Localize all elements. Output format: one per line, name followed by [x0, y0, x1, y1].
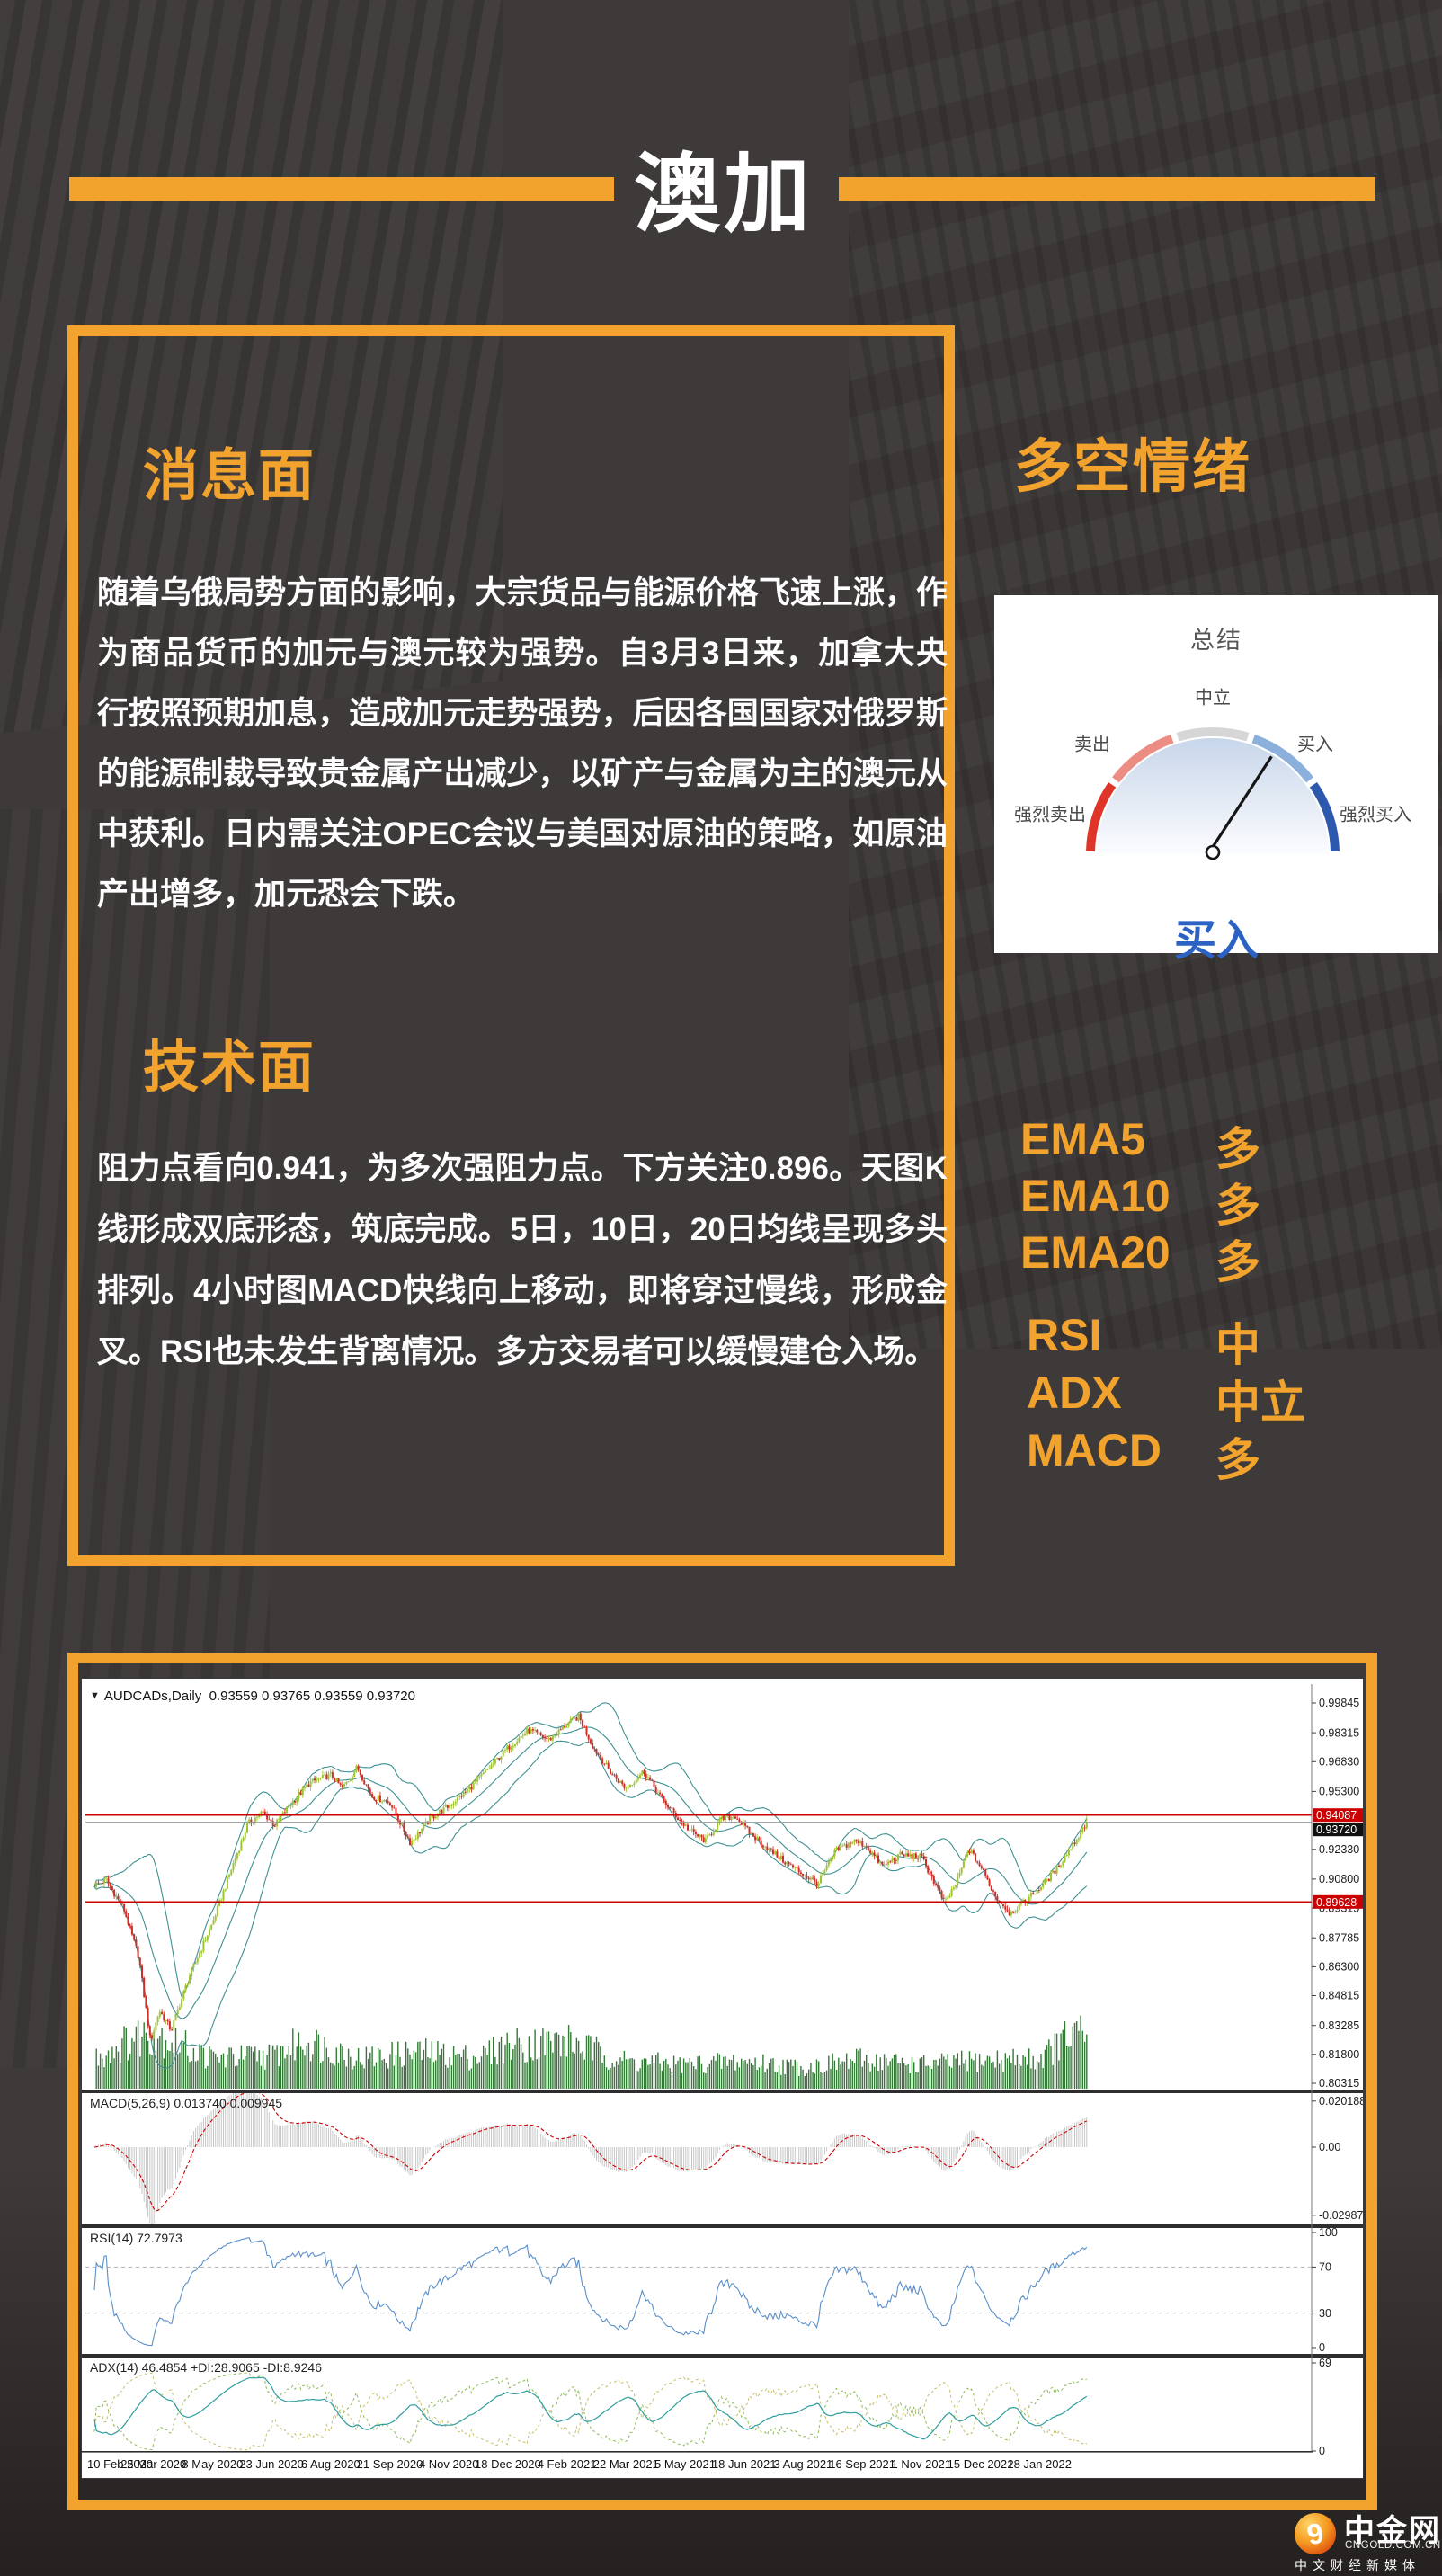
date-label: 21 Sep 2020: [357, 2457, 423, 2471]
date-label: 6 Aug 2020: [301, 2457, 360, 2471]
adx-pane-label: ADX(14) 46.4854 +DI:28.9065 -DI:8.9246: [90, 2360, 323, 2375]
title-rule-left: [69, 177, 614, 201]
logo-domain: CNGOLD.COM.CN: [1345, 2540, 1441, 2551]
svg-text:0.93720: 0.93720: [1316, 1823, 1357, 1836]
macd-pane-label: MACD(5,26,9) 0.013740 0.009945: [90, 2096, 283, 2110]
site-logo: 9 中金网 CNGOLD.COM.CN 中文财经新媒体: [1293, 2509, 1442, 2574]
indicator-value-ema5: 多: [1215, 1124, 1260, 1174]
sentiment-heading: 多空情绪: [1014, 434, 1251, 499]
date-label: 28 Jan 2022: [1007, 2457, 1072, 2471]
gauge-label-sell: 卖出: [1074, 735, 1110, 755]
date-label: 4 Feb 2021: [538, 2457, 597, 2471]
symbol-dropdown-icon: ▼: [90, 1690, 100, 1701]
price-tick: 0.99845: [1319, 1697, 1359, 1709]
date-label: 8 May 2020: [182, 2457, 243, 2471]
indicator-name-ema10: EMA10: [1020, 1171, 1171, 1221]
price-tick: 0.90800: [1319, 1873, 1359, 1885]
rsi-tick: 100: [1319, 2226, 1338, 2239]
indicator-name-adx: ADX: [1027, 1368, 1122, 1418]
page-title: 澳加: [634, 147, 814, 243]
indicator-value-ema10: 多: [1215, 1181, 1260, 1231]
indicator-name-macd: MACD: [1027, 1425, 1162, 1475]
adx-tick: 69: [1319, 2357, 1331, 2369]
sentiment-gauge: [1086, 727, 1340, 860]
title-rule-right: [839, 177, 1375, 201]
indicator-value-ema20: 多: [1215, 1237, 1260, 1288]
gauge-needle: [1211, 755, 1273, 848]
gauge-label-buy: 买入: [1297, 735, 1333, 755]
chart-panel: 0.99845 0.98315 0.96830 0.95300 0.92330 0.908…: [67, 1653, 1377, 2510]
gauge-summary-label: 总结: [1190, 627, 1242, 654]
adx-tick: 0: [1319, 2445, 1325, 2457]
price-tick: 0.80315: [1319, 2077, 1359, 2090]
chart-quote: 0.93559 0.93765 0.93559 0.93720: [209, 1689, 415, 1704]
price-tick: 0.83285: [1319, 2019, 1359, 2032]
date-label: 23 Jun 2020: [239, 2457, 304, 2471]
resistance-badge: [1313, 1808, 1363, 1823]
date-label: 18 Jun 2021: [712, 2457, 777, 2471]
price-chart-canvas: 0.99845 0.98315 0.96830 0.95300 0.92330 0.908…: [82, 1684, 1363, 2471]
gauge-label-neutral: 中立: [1195, 688, 1231, 709]
analysis-panel: 消息面 随着乌俄局势方面的影响，大宗货品与能源价格飞速上涨，作为商品货币的加元与…: [67, 325, 955, 1566]
gauge-pivot: [1205, 844, 1221, 860]
logo-swirl-icon: 9: [1295, 2513, 1336, 2554]
macd-tick: -0.029878: [1319, 2209, 1363, 2222]
adx-pane: [93, 2372, 1088, 2451]
gauge-label-strong-sell: 强烈卖出: [1014, 805, 1086, 825]
gauge-label-strong-buy: 强烈买入: [1340, 805, 1411, 825]
trading-chart: 0.99845 0.98315 0.96830 0.95300 0.92330 0.908…: [81, 1678, 1364, 2479]
last-price-badge: [1313, 1823, 1363, 1837]
news-section-body: 随着乌俄局势方面的影响，大宗货品与能源价格飞速上涨，作为商品货币的加元与澳元较为…: [97, 575, 948, 912]
price-tick: 0.92330: [1319, 1843, 1359, 1856]
price-tick: 0.81800: [1319, 2048, 1359, 2061]
technical-section-heading: 技术面: [143, 1037, 316, 1099]
logo-tagline: 中文财经新媒体: [1295, 2558, 1420, 2572]
chart-symbol-header: ▼ AUDCADs,Daily 0.93559 0.93765 0.93559 0…: [90, 1689, 415, 1704]
date-label: 15 Dec 2021: [948, 2457, 1014, 2471]
date-label: 18 Dec 2020: [475, 2457, 541, 2471]
date-label: 5 May 2021: [654, 2457, 716, 2471]
date-label: 4 Nov 2020: [419, 2457, 479, 2471]
svg-text:0.89628: 0.89628: [1316, 1896, 1357, 1909]
price-tick: 0.95300: [1319, 1786, 1359, 1798]
macd-pane: [93, 2093, 1088, 2224]
macd-tick: 0.020188: [1319, 2095, 1363, 2108]
indicator-name-rsi: RSI: [1027, 1310, 1102, 1360]
date-label: 3 Aug 2021: [774, 2457, 833, 2471]
date-label: 10 Feb 2020: [87, 2457, 153, 2471]
rsi-pane-label: RSI(14) 72.7973: [90, 2231, 182, 2245]
svg-text:0.94087: 0.94087: [1316, 1809, 1357, 1822]
price-tick: 0.96830: [1319, 1756, 1359, 1769]
rsi-tick: 70: [1319, 2261, 1331, 2274]
price-tick: 0.98315: [1319, 1726, 1359, 1739]
technical-section-body: 阻力点看向0.941，为多次强阻力点。下方关注0.896。天图K线形成双底形态，…: [97, 1151, 948, 1369]
rsi-pane: [85, 2237, 1312, 2347]
date-label: 1 Nov 2021: [892, 2457, 952, 2471]
date-label: 25 Mar 2020: [120, 2457, 186, 2471]
macd-tick: 0.00: [1319, 2141, 1340, 2153]
sentiment-gauge-card: 总结 中立 卖出 买入 强烈卖出 强烈买入 买入: [994, 595, 1438, 964]
rsi-tick: 0: [1319, 2341, 1325, 2354]
chart-symbol: AUDCADs,Daily: [103, 1689, 202, 1704]
indicator-value-macd: 多: [1215, 1435, 1260, 1485]
main-pane: [85, 1702, 1312, 2089]
rsi-tick: 30: [1319, 2307, 1331, 2320]
indicator-value-adx: 中立: [1215, 1377, 1305, 1428]
sentiment-result: 买入: [1174, 916, 1259, 964]
logo-name: 中金网: [1344, 2514, 1441, 2548]
date-label: 22 Mar 2021: [593, 2457, 659, 2471]
support-badge: [1313, 1894, 1363, 1909]
price-tick: 0.84815: [1319, 1990, 1359, 2002]
indicator-name-ema20: EMA20: [1020, 1227, 1171, 1278]
indicator-value-rsi: 中: [1215, 1320, 1260, 1370]
indicator-name-ema5: EMA5: [1020, 1114, 1145, 1164]
date-label: 16 Sep 2021: [829, 2457, 895, 2471]
news-section-heading: 消息面: [143, 445, 316, 507]
price-tick: 0.86300: [1319, 1961, 1359, 1974]
price-tick: 0.87785: [1319, 1931, 1359, 1944]
